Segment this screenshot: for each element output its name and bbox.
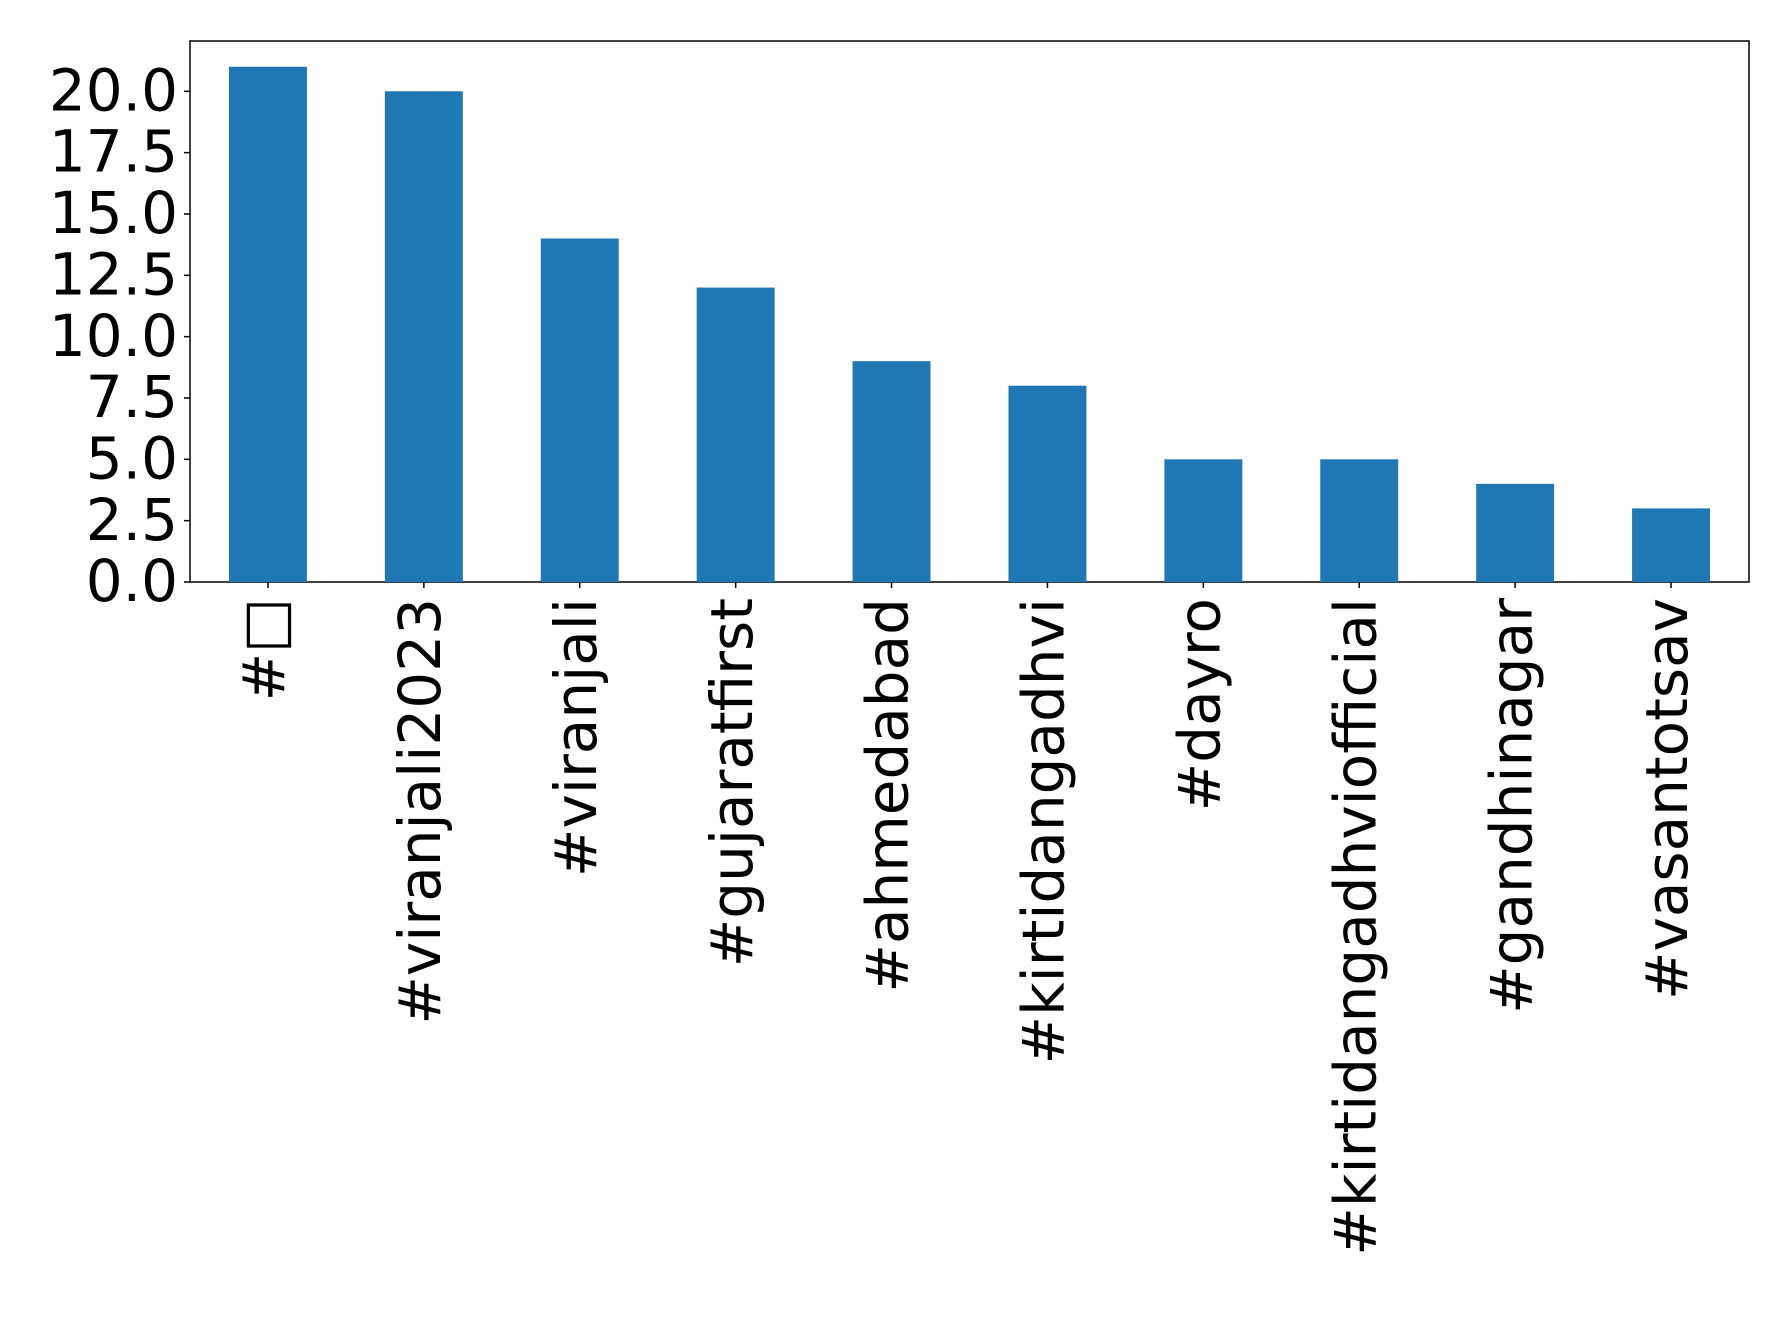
plot-frame — [189, 40, 1750, 583]
y-tick-label: 0.0 — [86, 547, 178, 615]
x-tick-label: #□ — [230, 598, 298, 701]
bar — [1008, 385, 1087, 582]
bar — [540, 238, 619, 582]
x-tick-label: #gandhinagar — [1477, 598, 1545, 1014]
bar — [1320, 459, 1399, 582]
y-tick-label: 17.5 — [49, 118, 178, 186]
bar — [384, 91, 463, 582]
bar — [1476, 483, 1555, 582]
bar — [696, 287, 775, 582]
x-tick-label: #dayro — [1165, 598, 1233, 811]
y-tick-label: 15.0 — [49, 179, 178, 247]
y-tick-label: 5.0 — [86, 424, 178, 492]
bar — [852, 361, 931, 582]
y-tick-label: 2.5 — [86, 486, 178, 554]
x-tick-label: #vasantotsav — [1633, 598, 1701, 1000]
x-tick-label: #kirtidangadhvi — [1010, 598, 1078, 1065]
y-tick-label: 10.0 — [49, 302, 178, 370]
bar — [1632, 508, 1711, 582]
y-tick-label: 20.0 — [49, 56, 178, 124]
y-tick-label: 12.5 — [49, 240, 178, 308]
x-tick-label: #viranjali — [542, 598, 610, 877]
x-tick-label: #gujaratfirst — [698, 598, 766, 967]
bar — [1164, 459, 1243, 582]
x-tick-label: #ahmedabad — [854, 598, 922, 993]
x-tick-label: #kirtidangadhviofficial — [1321, 598, 1389, 1256]
bar — [228, 66, 307, 582]
x-tick-label: #viranjali2023 — [386, 598, 454, 1025]
y-tick-label: 7.5 — [86, 363, 178, 431]
